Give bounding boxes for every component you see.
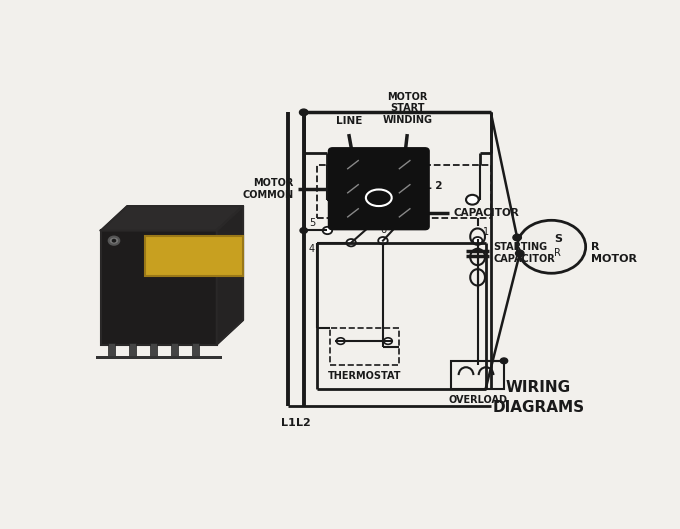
Circle shape: [167, 244, 178, 253]
Text: 1: 1: [483, 227, 489, 238]
Text: RELAY COIL 2: RELAY COIL 2: [365, 181, 443, 191]
Circle shape: [329, 195, 341, 205]
Text: LINE: LINE: [335, 116, 362, 126]
Polygon shape: [217, 206, 243, 344]
Circle shape: [473, 237, 482, 244]
Text: CAPACITOR: CAPACITOR: [454, 208, 520, 218]
Circle shape: [500, 358, 508, 363]
Circle shape: [323, 227, 332, 234]
Circle shape: [466, 195, 479, 205]
Circle shape: [299, 109, 308, 116]
Bar: [95, 355, 222, 359]
Bar: [129, 343, 136, 357]
Text: 4: 4: [309, 243, 315, 253]
Text: L2: L2: [296, 418, 311, 428]
Circle shape: [343, 157, 362, 172]
Text: OVERLOAD: OVERLOAD: [448, 396, 507, 405]
Text: STARTING
CAPACITOR: STARTING CAPACITOR: [494, 242, 555, 264]
Circle shape: [171, 247, 174, 249]
Circle shape: [167, 262, 178, 271]
Circle shape: [517, 220, 585, 273]
FancyBboxPatch shape: [101, 231, 217, 344]
Circle shape: [231, 252, 242, 260]
Polygon shape: [101, 206, 243, 231]
Circle shape: [343, 205, 362, 220]
Bar: [171, 343, 178, 357]
Bar: [330, 328, 398, 365]
Bar: [150, 343, 157, 357]
FancyBboxPatch shape: [328, 148, 429, 230]
Circle shape: [171, 265, 174, 267]
Text: L1: L1: [281, 418, 295, 428]
Circle shape: [378, 237, 388, 244]
Circle shape: [109, 236, 119, 245]
Text: 5: 5: [309, 218, 316, 229]
Circle shape: [515, 250, 524, 257]
Text: R: R: [554, 248, 561, 258]
Circle shape: [337, 338, 345, 344]
Text: R
MOTOR: R MOTOR: [591, 242, 637, 264]
FancyBboxPatch shape: [145, 236, 243, 276]
Bar: [317, 166, 491, 218]
Circle shape: [300, 227, 307, 233]
Bar: [192, 343, 199, 357]
Circle shape: [395, 181, 414, 196]
Circle shape: [343, 181, 362, 196]
Bar: [107, 343, 115, 357]
Bar: [452, 361, 504, 389]
Circle shape: [384, 338, 392, 344]
Text: S: S: [554, 234, 562, 244]
Text: THERMOSTAT: THERMOSTAT: [328, 371, 401, 381]
Text: MOTOR
COMMON: MOTOR COMMON: [242, 178, 293, 199]
Circle shape: [513, 234, 522, 241]
Circle shape: [346, 239, 356, 247]
Text: MOTOR
START
WINDING: MOTOR START WINDING: [382, 92, 432, 125]
Circle shape: [395, 205, 414, 220]
Circle shape: [395, 157, 414, 172]
Text: WIRING
DIAGRAMS: WIRING DIAGRAMS: [492, 380, 584, 415]
Text: 6: 6: [380, 224, 386, 234]
Circle shape: [112, 240, 116, 242]
